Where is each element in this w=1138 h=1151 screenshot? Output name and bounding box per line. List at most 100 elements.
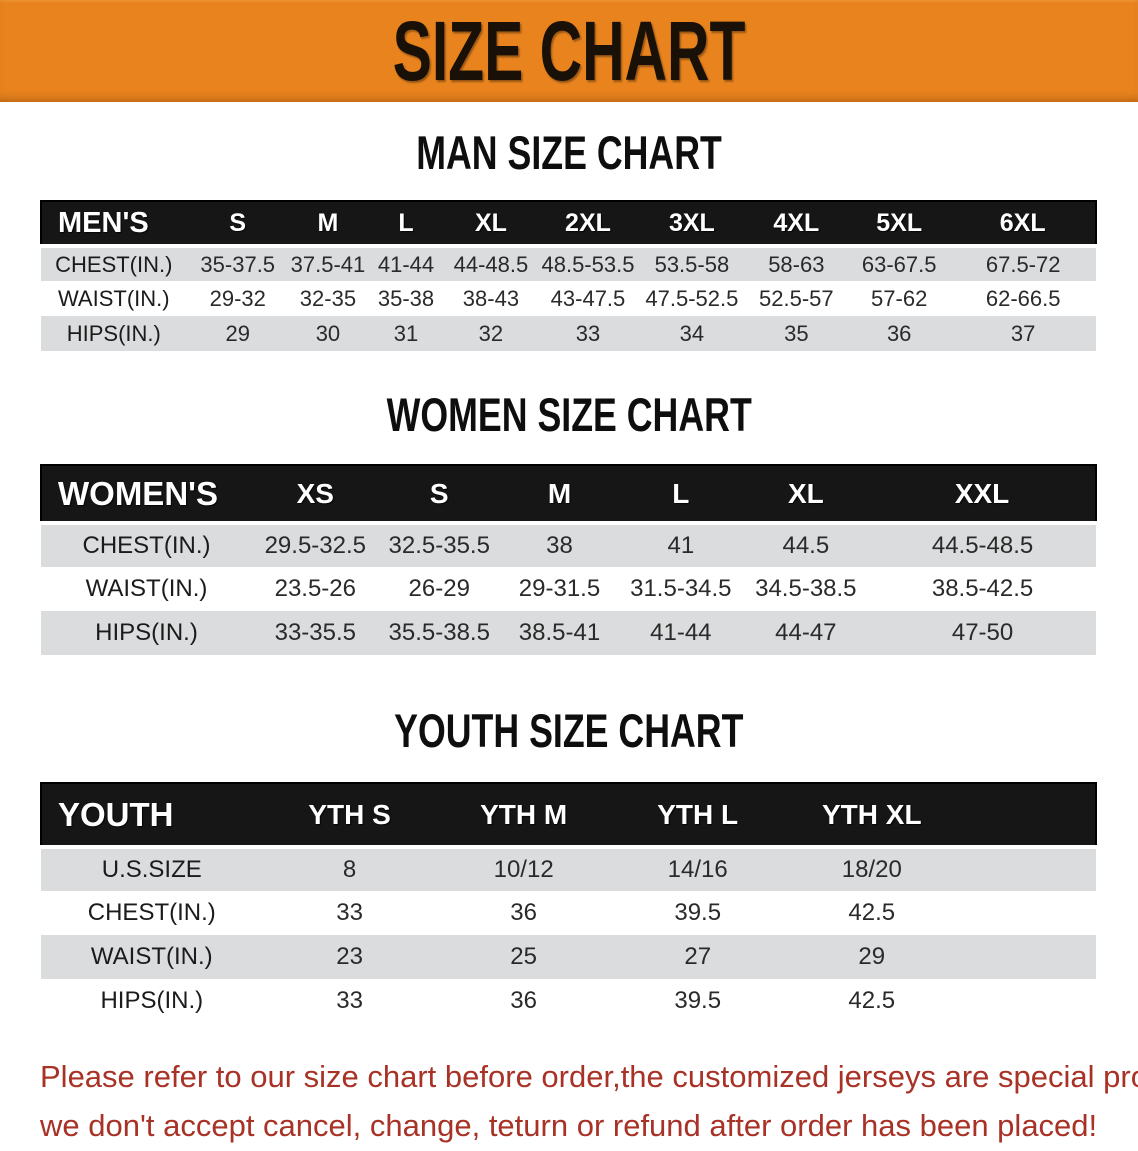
- value-cell: 52.5-57: [744, 281, 849, 316]
- table-row: HIPS(IN.) 29 30 31 32 33 34 35 36 37: [41, 316, 1096, 351]
- value-cell: 10/12: [436, 847, 611, 891]
- row-label: WAIST(IN.): [41, 935, 263, 979]
- value-cell: 29-32: [186, 281, 289, 316]
- women-section-heading: WOMEN SIZE CHART: [386, 388, 752, 441]
- size-column-header: 5XL: [848, 200, 951, 248]
- value-cell: 39.5: [610, 979, 785, 1023]
- size-column-header: YTH M: [436, 782, 611, 849]
- value-cell: 25: [436, 935, 611, 979]
- value-cell: 35-37.5: [186, 246, 289, 281]
- value-cell: 67.5-72: [950, 246, 1096, 281]
- table-header-row: MEN'S S M L XL 2XL 3XL 4XL 5XL 6XL: [40, 200, 1097, 248]
- table-row: CHEST(IN.) 33 36 39.5 42.5: [41, 891, 1096, 935]
- value-cell: 35-38: [366, 281, 446, 316]
- value-cell: 29-31.5: [499, 567, 620, 611]
- size-column-header: M: [288, 200, 367, 248]
- value-cell: 31: [366, 316, 446, 351]
- table-row: WAIST(IN.) 23.5-26 26-29 29-31.5 31.5-34.5 34…: [41, 567, 1096, 611]
- table-row: HIPS(IN.) 33-35.5 35.5-38.5 38.5-41 41-44 44-…: [41, 611, 1096, 655]
- value-cell: 44.5-48.5: [869, 523, 1096, 567]
- size-column-header: S: [378, 464, 500, 525]
- table-row: U.S.SIZE 8 10/12 14/16 18/20: [41, 847, 1096, 891]
- filler-cell: [958, 847, 1096, 891]
- value-cell: 33-35.5: [252, 611, 379, 655]
- value-cell: 8: [262, 847, 437, 891]
- table-row: HIPS(IN.) 33 36 39.5 42.5: [41, 979, 1096, 1023]
- value-cell: 32-35: [288, 281, 367, 316]
- value-cell: 53.5-58: [639, 246, 745, 281]
- table-header-row: WOMEN'S XS S M L XL XXL: [40, 464, 1097, 525]
- disclaimer-line-1: Please refer to our size chart before or…: [40, 1059, 1138, 1094]
- value-cell: 23.5-26: [252, 567, 379, 611]
- value-cell: 63-67.5: [848, 246, 951, 281]
- value-cell: 18/20: [784, 847, 959, 891]
- value-cell: 42.5: [784, 891, 959, 935]
- value-cell: 36: [436, 979, 611, 1023]
- size-column-header: S: [186, 200, 289, 248]
- row-label: U.S.SIZE: [41, 847, 263, 891]
- value-cell: 26-29: [378, 567, 500, 611]
- value-cell: 39.5: [610, 891, 785, 935]
- table-row: WAIST(IN.) 23 25 27 29: [41, 935, 1096, 979]
- value-cell: 38.5-42.5: [869, 567, 1096, 611]
- value-cell: 33: [262, 979, 437, 1023]
- value-cell: 36: [848, 316, 951, 351]
- row-label: HIPS(IN.): [41, 316, 187, 351]
- value-cell: 35: [744, 316, 849, 351]
- filler-cell: [958, 935, 1096, 979]
- size-column-header: M: [499, 464, 620, 525]
- value-cell: 38-43: [445, 281, 537, 316]
- filler-cell: [958, 891, 1096, 935]
- header-filler-cell: [958, 782, 1098, 849]
- value-cell: 33: [262, 891, 437, 935]
- value-cell: 38.5-41: [499, 611, 620, 655]
- value-cell: 44.5: [742, 523, 870, 567]
- size-chart-banner: SIZE CHART: [0, 0, 1138, 102]
- size-column-header: XS: [252, 464, 379, 525]
- value-cell: 37.5-41: [288, 246, 367, 281]
- value-cell: 27: [610, 935, 785, 979]
- table-row: WAIST(IN.) 29-32 32-35 35-38 38-43 43-47.5 47.…: [41, 281, 1096, 316]
- value-cell: 14/16: [610, 847, 785, 891]
- value-cell: 44-47: [742, 611, 870, 655]
- value-cell: 35.5-38.5: [378, 611, 500, 655]
- row-label: WAIST(IN.): [41, 281, 187, 316]
- row-label: CHEST(IN.): [41, 246, 187, 281]
- size-column-header: XL: [445, 200, 537, 248]
- size-column-header: 4XL: [744, 200, 849, 248]
- table-title: MEN'S: [40, 200, 187, 248]
- men-section-heading: MAN SIZE CHART: [416, 126, 722, 179]
- size-column-header: YTH L: [610, 782, 785, 849]
- size-column-header: 6XL: [950, 200, 1097, 248]
- value-cell: 41-44: [366, 246, 446, 281]
- size-column-header: YTH S: [262, 782, 437, 849]
- size-column-header: L: [366, 200, 446, 248]
- value-cell: 36: [436, 891, 611, 935]
- row-label: HIPS(IN.): [41, 979, 263, 1023]
- value-cell: 37: [950, 316, 1096, 351]
- value-cell: 34: [639, 316, 745, 351]
- value-cell: 57-62: [848, 281, 951, 316]
- value-cell: 47-50: [869, 611, 1096, 655]
- value-cell: 33: [536, 316, 640, 351]
- value-cell: 30: [288, 316, 367, 351]
- youth-section-heading: YOUTH SIZE CHART: [394, 704, 744, 757]
- banner-title: SIZE CHART: [392, 3, 746, 98]
- value-cell: 43-47.5: [536, 281, 640, 316]
- table-row: CHEST(IN.) 35-37.5 37.5-41 41-44 44-48.5 48.5…: [41, 246, 1096, 281]
- value-cell: 42.5: [784, 979, 959, 1023]
- value-cell: 41: [619, 523, 743, 567]
- value-cell: 34.5-38.5: [742, 567, 870, 611]
- disclaimer-line-2: we don't accept cancel, change, teturn o…: [40, 1107, 1098, 1143]
- size-column-header: XXL: [869, 464, 1097, 525]
- row-label: HIPS(IN.): [41, 611, 252, 655]
- size-column-header: YTH XL: [784, 782, 959, 849]
- size-column-header: L: [619, 464, 743, 525]
- value-cell: 32: [445, 316, 537, 351]
- mens-size-table: MEN'S S M L XL 2XL 3XL 4XL 5XL 6XL CHEST(IN.) 35-37…: [40, 200, 1097, 351]
- table-row: CHEST(IN.) 29.5-32.5 32.5-35.5 38 41 44.5 44.5…: [41, 523, 1096, 567]
- youth-size-table: YOUTH YTH S YTH M YTH L YTH XL U.S.SIZE 8 10/12…: [40, 782, 1098, 1023]
- size-column-header: 2XL: [536, 200, 640, 248]
- value-cell: 47.5-52.5: [639, 281, 745, 316]
- table-header-row: YOUTH YTH S YTH M YTH L YTH XL: [40, 782, 1098, 849]
